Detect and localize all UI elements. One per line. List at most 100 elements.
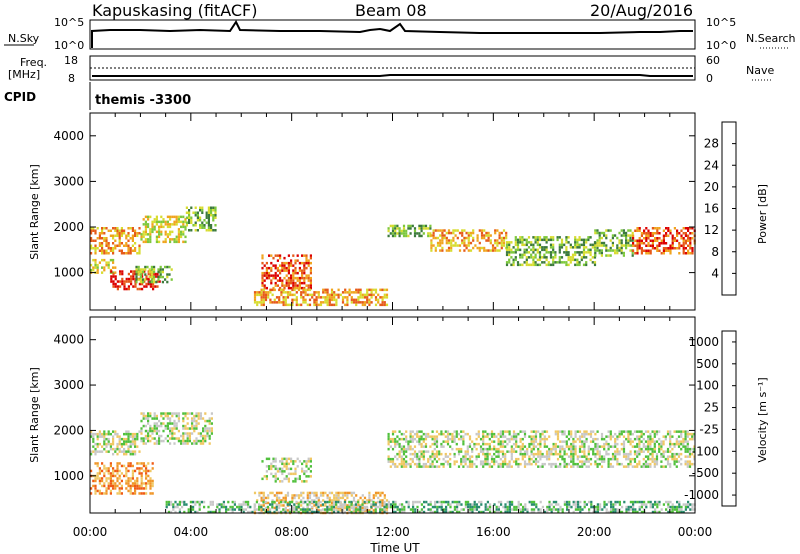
velocity-cell — [420, 430, 423, 433]
velocity-cell — [311, 491, 314, 495]
power-cell — [530, 253, 533, 257]
power-cell — [676, 229, 679, 232]
velocity-cell — [199, 412, 202, 415]
velocity-cell — [302, 496, 305, 500]
velocity-cell — [112, 435, 115, 438]
velocity-cell — [352, 506, 356, 510]
power-cell — [521, 238, 524, 242]
velocity-cell — [455, 430, 458, 433]
noise-left-tick-low: 10^0 — [54, 39, 84, 52]
velocity-cell — [508, 460, 511, 463]
power-cell — [405, 234, 408, 238]
power-cell — [682, 237, 685, 240]
power-cell — [279, 264, 282, 267]
velocity-cell — [420, 450, 423, 453]
velocity-cell — [389, 460, 392, 463]
velocity-cell — [301, 467, 304, 471]
velocity-cell — [677, 452, 681, 456]
velocity-cell — [251, 510, 254, 514]
power-cell — [262, 291, 265, 294]
power-cell — [276, 269, 279, 272]
power-cell — [330, 288, 334, 292]
velocity-cell — [517, 465, 520, 468]
power-cell — [98, 242, 101, 245]
power-cell — [643, 232, 646, 235]
velocity-cell — [177, 419, 180, 423]
power-cell — [182, 223, 185, 226]
velocity-cell — [315, 503, 318, 506]
velocity-cell — [633, 437, 637, 441]
velocity-cell — [691, 432, 694, 436]
velocity-cell — [462, 430, 465, 433]
velocity-cell — [195, 427, 198, 430]
velocity-cell — [258, 503, 261, 506]
velocity-cell — [471, 503, 474, 506]
power-cell — [523, 243, 526, 247]
velocity-cell — [409, 465, 412, 468]
power-cell — [654, 239, 657, 242]
velocity-cell — [166, 417, 169, 420]
power-cell — [295, 291, 298, 294]
power-cell — [649, 244, 652, 247]
power-cell — [315, 291, 318, 294]
power-cell — [662, 229, 665, 232]
velocity-cell — [523, 462, 527, 466]
velocity-cell — [253, 505, 256, 509]
velocity-cell — [142, 439, 145, 443]
velocity-cell — [451, 437, 454, 441]
velocity-cell — [92, 445, 95, 448]
velocity-cell — [532, 452, 535, 456]
velocity-cell — [693, 437, 696, 441]
power-cell — [196, 219, 199, 222]
power-cell — [130, 282, 133, 286]
velocity-cell — [182, 434, 185, 438]
velocity-cell — [427, 503, 430, 506]
velocity-cell — [346, 496, 349, 500]
power-cell — [472, 229, 475, 232]
velocity-cell — [129, 432, 132, 436]
velocity-cell — [495, 510, 498, 514]
velocity-cell — [614, 445, 617, 448]
power-cell — [363, 296, 367, 299]
velocity-cell — [274, 465, 277, 468]
power-cell — [148, 280, 151, 284]
power-cell — [166, 275, 169, 279]
power-cell — [177, 233, 180, 236]
power-cell — [263, 279, 266, 282]
velocity-cell — [656, 500, 659, 504]
velocity-cell — [523, 452, 527, 456]
power-cell — [379, 288, 382, 292]
velocity-cell — [644, 455, 648, 458]
power-cell — [445, 241, 448, 245]
velocity-cell — [493, 435, 496, 438]
power-cell — [489, 239, 492, 242]
velocity-cell — [398, 445, 401, 448]
power-cell — [436, 241, 440, 245]
power-cell — [391, 234, 395, 238]
power-cell — [287, 266, 290, 270]
power-cell — [307, 264, 310, 267]
power-cell — [305, 276, 308, 280]
velocity-cell — [207, 510, 210, 514]
velocity-cell — [680, 442, 683, 446]
power-cell — [541, 256, 544, 259]
velocity-cell — [389, 440, 392, 443]
power-cell — [110, 270, 113, 273]
velocity-cell — [566, 503, 569, 506]
velocity-cell — [307, 457, 310, 461]
velocity-cell — [129, 489, 132, 493]
velocity-cell — [350, 494, 353, 497]
velocity-cell — [317, 510, 320, 514]
velocity-cell — [610, 500, 613, 504]
velocity-cell — [625, 505, 628, 509]
velocity-cell — [458, 510, 461, 514]
power-cell — [286, 293, 290, 297]
velocity-cell — [501, 460, 505, 463]
velocity-cell — [191, 432, 194, 435]
power-cell — [294, 276, 297, 280]
velocity-cell — [247, 500, 250, 504]
velocity-cell — [532, 447, 535, 451]
velocity-cell — [587, 452, 590, 456]
velocity-cell — [326, 508, 329, 511]
